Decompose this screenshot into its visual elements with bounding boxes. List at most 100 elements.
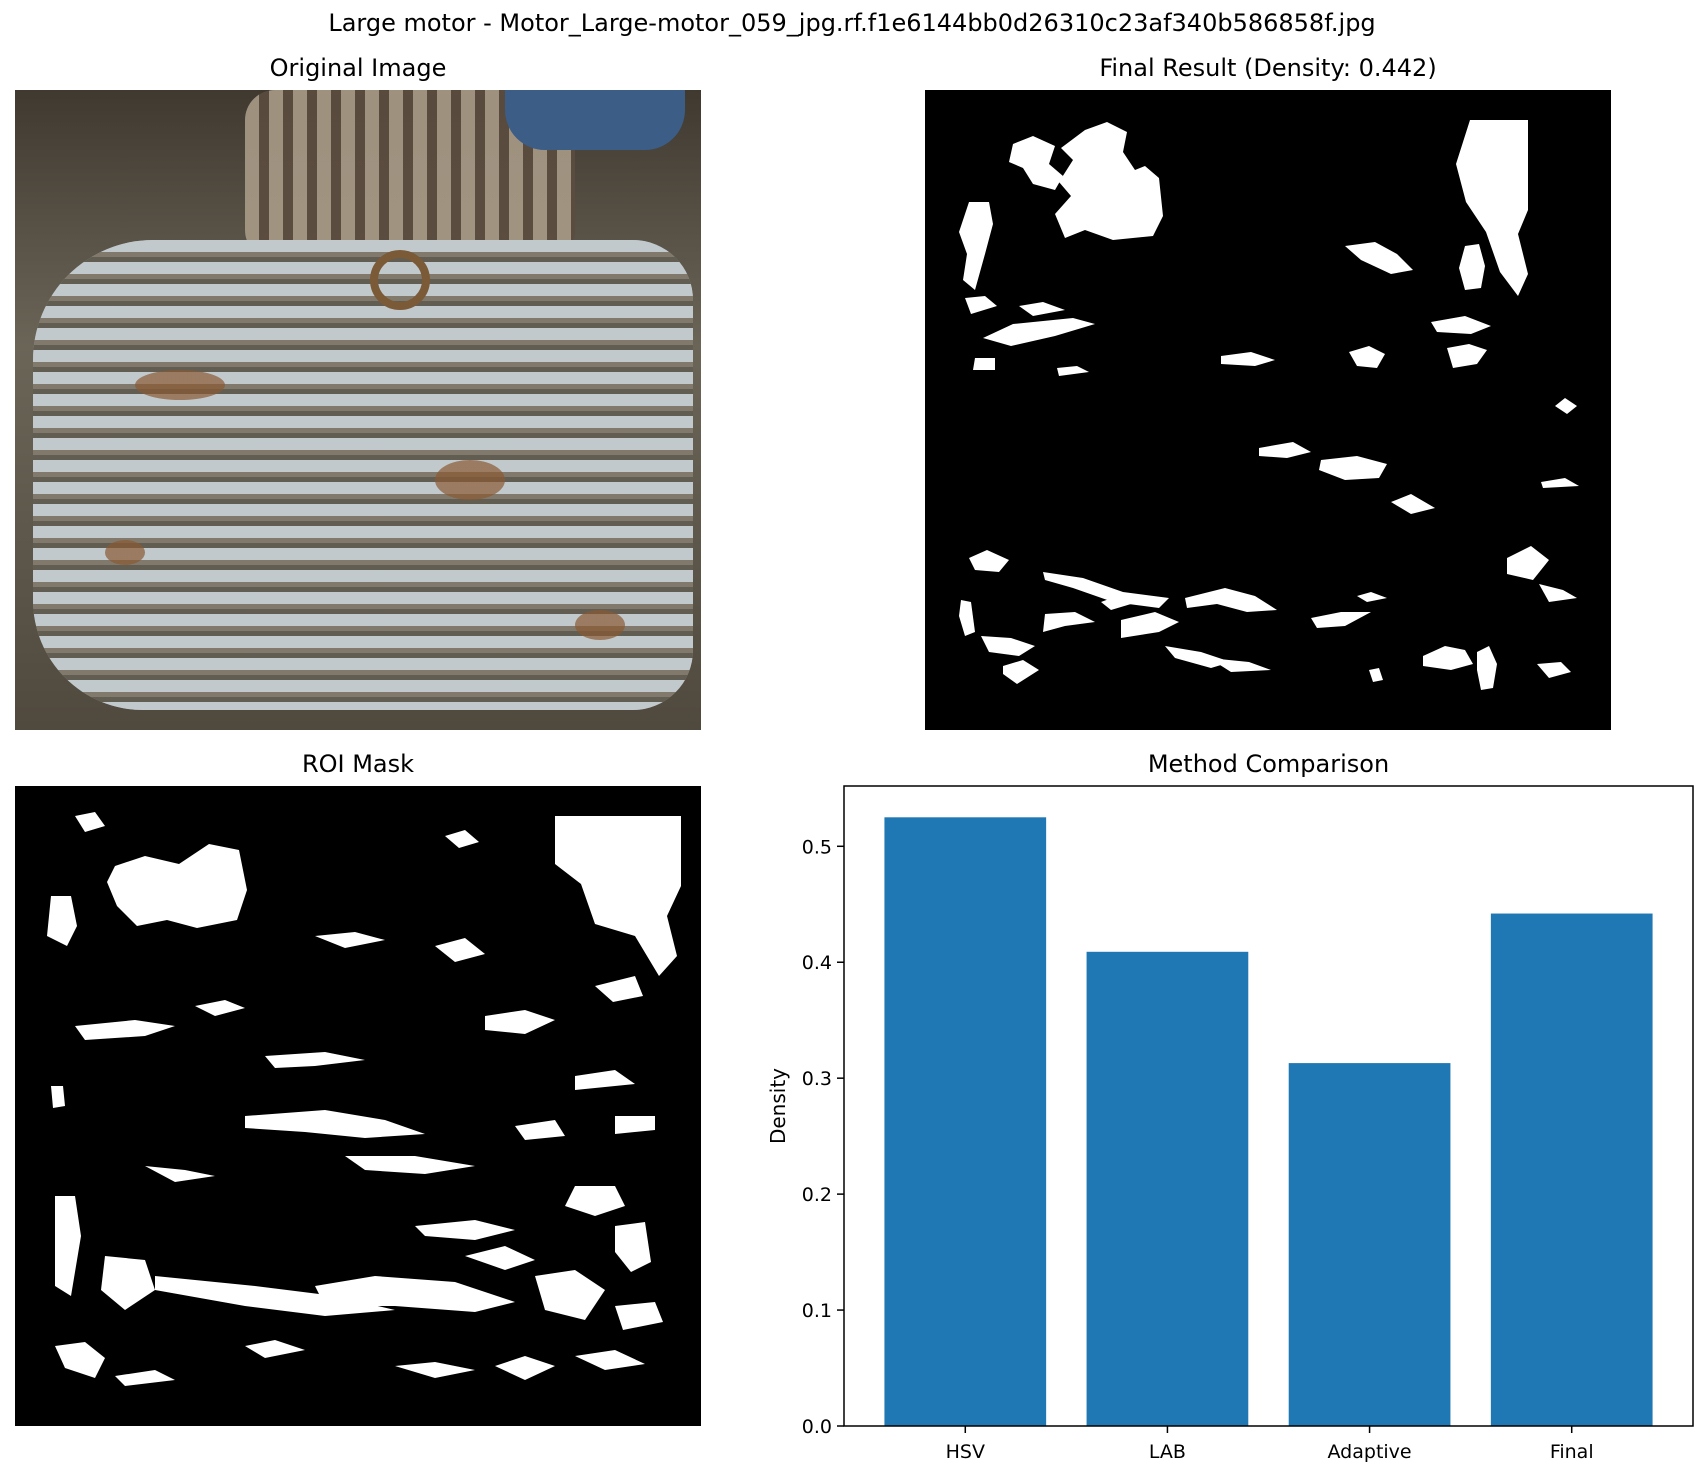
final-result-title: Final Result (Density: 0.442) bbox=[1099, 54, 1437, 82]
mask-blob bbox=[1431, 316, 1491, 334]
bar-adaptive bbox=[1288, 1063, 1451, 1426]
mask-blob bbox=[1459, 244, 1485, 290]
mask-blob bbox=[1349, 346, 1385, 368]
mask-blob bbox=[315, 932, 385, 948]
mask-blob bbox=[1555, 398, 1577, 414]
figure-suptitle: Large motor - Motor_Large-motor_059_jpg.… bbox=[328, 9, 1376, 37]
bar-final bbox=[1490, 913, 1653, 1426]
x-tick-label: LAB bbox=[1149, 1441, 1186, 1463]
rust-patch bbox=[105, 540, 145, 565]
mask-blob bbox=[1541, 478, 1579, 488]
mask-blob bbox=[1259, 442, 1311, 458]
final-result-mask bbox=[925, 90, 1611, 730]
y-tick-label: 0.4 bbox=[802, 952, 832, 974]
mask-blob bbox=[1319, 456, 1387, 480]
mask-blob bbox=[51, 1086, 65, 1108]
mask-blob bbox=[1043, 572, 1169, 608]
mask-blob bbox=[265, 1052, 365, 1068]
mask-blob bbox=[1477, 646, 1497, 690]
mask-blob bbox=[145, 1166, 215, 1182]
roi-mask-blobs bbox=[47, 812, 681, 1386]
mask-blob bbox=[565, 1186, 625, 1216]
mask-blob bbox=[1121, 612, 1179, 638]
mask-blob bbox=[1009, 136, 1063, 190]
mask-blob bbox=[345, 1156, 475, 1174]
mask-blob bbox=[615, 1116, 655, 1134]
mask-blob bbox=[1221, 352, 1275, 366]
mask-blob bbox=[973, 358, 995, 370]
mask-blob bbox=[315, 1276, 515, 1312]
blue-motor-shape bbox=[505, 90, 685, 150]
x-tick-label: HSV bbox=[946, 1441, 985, 1463]
mask-blob bbox=[47, 896, 77, 946]
mask-blob bbox=[445, 830, 479, 848]
mask-blob bbox=[465, 1246, 535, 1270]
mask-blob bbox=[1057, 366, 1089, 376]
mask-blob bbox=[1447, 344, 1487, 368]
chart-y-label: Density bbox=[766, 1068, 790, 1144]
mask-blob bbox=[1423, 646, 1473, 670]
y-tick-label: 0.1 bbox=[802, 1300, 832, 1322]
mask-blob bbox=[1019, 302, 1065, 316]
mask-blob bbox=[1357, 592, 1387, 602]
mask-blob bbox=[981, 636, 1035, 656]
mask-blob bbox=[101, 1256, 155, 1310]
mask-blob bbox=[55, 1196, 81, 1296]
mask-blob bbox=[1345, 242, 1413, 274]
mask-blob bbox=[245, 1340, 305, 1358]
mask-blob bbox=[55, 1342, 105, 1378]
bar-hsv bbox=[884, 817, 1047, 1426]
mask-blob bbox=[615, 1222, 651, 1272]
mask-blob bbox=[983, 318, 1095, 346]
mask-blob bbox=[107, 844, 247, 928]
chart-axes-frame bbox=[843, 785, 1694, 1427]
mask-blob bbox=[615, 1302, 663, 1330]
original-image bbox=[15, 90, 701, 730]
mask-blob bbox=[1185, 588, 1277, 612]
mask-blob bbox=[1209, 658, 1271, 672]
mask-blob bbox=[75, 812, 105, 832]
x-tick-label: Adaptive bbox=[1328, 1441, 1412, 1463]
x-tick-label: Final bbox=[1550, 1441, 1594, 1463]
mask-blob bbox=[1537, 662, 1571, 678]
mask-blob bbox=[555, 816, 681, 976]
lifting-eye-ring bbox=[370, 250, 430, 310]
original-image-title: Original Image bbox=[269, 54, 447, 82]
mask-blob bbox=[1507, 546, 1549, 580]
bar-lab bbox=[1086, 951, 1249, 1426]
chart-y-ticks: 0.0 0.1 0.2 0.3 0.4 0.5 bbox=[802, 836, 844, 1438]
mask-blob bbox=[115, 1370, 175, 1386]
mask-blob bbox=[1456, 120, 1528, 296]
mask-blob bbox=[1055, 122, 1163, 240]
mask-blob bbox=[1369, 668, 1383, 682]
rust-patch bbox=[575, 610, 625, 640]
mask-blob bbox=[495, 1356, 555, 1380]
y-tick-label: 0.2 bbox=[802, 1184, 832, 1206]
mask-blob bbox=[1043, 612, 1095, 632]
mask-blob bbox=[195, 1000, 245, 1016]
roi-mask bbox=[15, 786, 701, 1426]
chart-bars bbox=[884, 817, 1653, 1426]
mask-blob bbox=[485, 1010, 555, 1034]
mask-blob bbox=[965, 296, 997, 314]
mask-blob bbox=[245, 1110, 425, 1138]
mask-blob bbox=[969, 550, 1009, 572]
mask-blob bbox=[595, 976, 643, 1002]
mask-blob bbox=[535, 1270, 605, 1320]
mask-blob bbox=[1003, 660, 1039, 684]
mask-blob bbox=[515, 1120, 565, 1140]
mask-blob bbox=[75, 1020, 175, 1040]
mask-blob bbox=[1391, 494, 1435, 514]
rust-patch bbox=[435, 460, 505, 500]
mask-blob bbox=[1539, 584, 1577, 602]
y-tick-label: 0.5 bbox=[802, 836, 832, 858]
mask-blob bbox=[1311, 612, 1371, 628]
mask-blob bbox=[415, 1220, 515, 1240]
rust-patch bbox=[135, 370, 225, 400]
mask-blob bbox=[435, 938, 485, 962]
chart-x-ticks: HSV LAB Adaptive Final bbox=[946, 1426, 1594, 1463]
mask-blob bbox=[959, 600, 975, 636]
roi-mask-title: ROI Mask bbox=[301, 750, 415, 778]
mask-blob bbox=[575, 1070, 635, 1090]
